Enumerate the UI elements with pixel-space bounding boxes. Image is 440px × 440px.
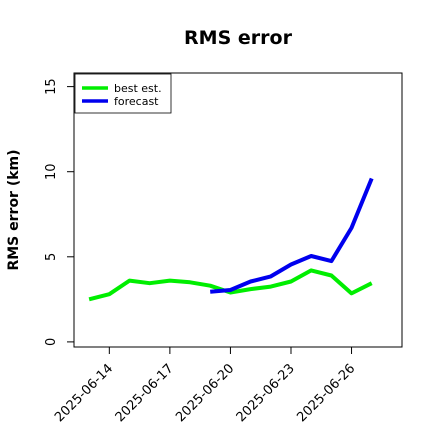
x-tick-label: 2025-06-26: [294, 361, 358, 425]
axis-ticks: 0510152025-06-142025-06-172025-06-202025…: [44, 78, 358, 425]
legend-label-forecast: forecast: [114, 95, 159, 108]
y-tick-label: 15: [44, 78, 59, 95]
y-axis-label: RMS error (km): [6, 149, 22, 270]
legend-label-best-est: best est.: [114, 82, 162, 95]
legend-box: [74, 73, 172, 114]
x-tick-label: 2025-06-23: [234, 361, 298, 425]
x-tick-label: 2025-06-20: [173, 361, 237, 425]
legend: best est. forecast: [74, 73, 172, 114]
series-line-forecast: [210, 177, 374, 294]
y-tick-label: 5: [44, 253, 59, 261]
series-lines: [88, 177, 374, 302]
series-line-best-est: [88, 268, 373, 302]
x-tick-label: 2025-06-14: [52, 361, 116, 425]
chart-title: RMS error: [184, 27, 293, 49]
x-tick-label: 2025-06-17: [113, 361, 177, 425]
y-tick-label: 10: [44, 163, 59, 180]
y-tick-label: 0: [44, 338, 59, 346]
plot-area-frame: [73, 72, 403, 348]
